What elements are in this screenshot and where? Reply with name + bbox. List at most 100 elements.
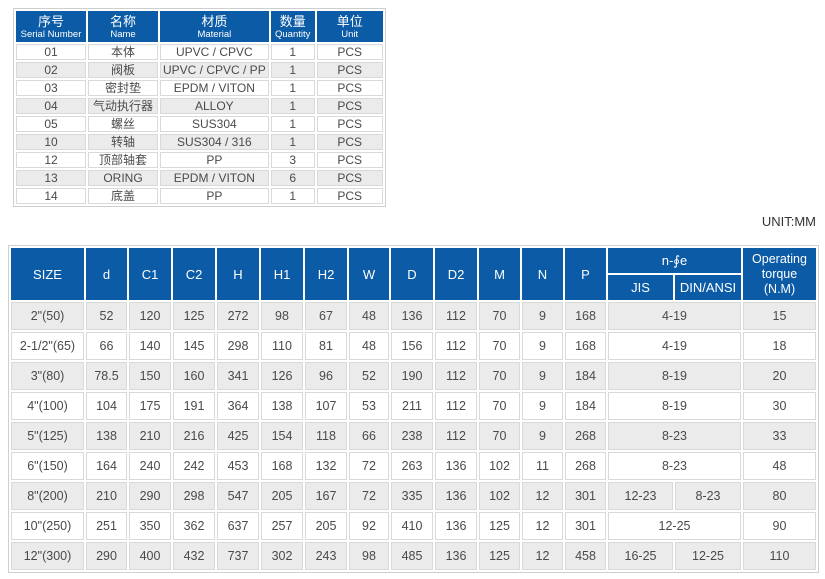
- value-cell: 11: [522, 452, 563, 480]
- value-cell: 210: [86, 482, 127, 510]
- torque-cell: 80: [743, 482, 816, 510]
- parts-col-material-cn: 材质: [201, 13, 228, 29]
- name-cell: 阀板: [88, 62, 158, 78]
- value-cell: 175: [129, 392, 171, 420]
- parts-col-quantity-en: Quantity: [275, 28, 311, 40]
- value-cell: 118: [305, 422, 347, 450]
- parts-table: 序号 Serial Number 名称 Name 材质 Material 数量 …: [13, 8, 386, 207]
- value-cell: 9: [522, 302, 563, 330]
- value-cell: 112: [435, 332, 477, 360]
- value-cell: 52: [86, 302, 127, 330]
- value-cell: 112: [435, 302, 477, 330]
- col-d: d: [86, 248, 127, 300]
- value-cell: 240: [129, 452, 171, 480]
- value-cell: 243: [305, 542, 347, 570]
- dims-row: 2"(50) 52 120 125 272 98 67 48 136 112 70 9 168 4-19 1…: [11, 302, 816, 330]
- value-cell: 298: [173, 482, 215, 510]
- col-d2: D2: [435, 248, 477, 300]
- value-cell: 72: [349, 482, 389, 510]
- serial-cell: 10: [16, 134, 86, 150]
- col-w: W: [349, 248, 389, 300]
- value-cell: 168: [565, 302, 606, 330]
- qty-cell: 6: [270, 170, 315, 186]
- dims-row: 2-1/2"(65) 66 140 145 298 110 81 48 156 112 70 9 168…: [11, 332, 816, 360]
- value-cell: 485: [391, 542, 433, 570]
- torque-cell: 20: [743, 362, 816, 390]
- torque-cell: 48: [743, 452, 816, 480]
- value-cell: 216: [173, 422, 215, 450]
- n-e-cell: 8-23: [608, 452, 741, 480]
- torque-cell: 15: [743, 302, 816, 330]
- value-cell: 210: [129, 422, 171, 450]
- material-cell: PP: [160, 152, 269, 168]
- qty-cell: 1: [270, 188, 315, 204]
- material-cell: SUS304 / 316: [160, 134, 269, 150]
- torque-cell: 33: [743, 422, 816, 450]
- value-cell: 164: [86, 452, 127, 480]
- value-cell: 132: [305, 452, 347, 480]
- value-cell: 70: [479, 302, 520, 330]
- value-cell: 341: [217, 362, 259, 390]
- n-e-cell: 12-25: [608, 512, 741, 540]
- size-cell: 12"(300): [11, 542, 84, 570]
- n-e-din-ansi-cell: 8-23: [675, 482, 741, 510]
- size-cell: 6"(150): [11, 452, 84, 480]
- value-cell: 125: [479, 512, 520, 540]
- col-h2: H2: [305, 248, 347, 300]
- serial-cell: 12: [16, 152, 86, 168]
- material-cell: SUS304: [160, 116, 269, 132]
- n-e-cell: 4-19: [608, 302, 741, 330]
- value-cell: 107: [305, 392, 347, 420]
- qty-cell: 1: [270, 134, 315, 150]
- value-cell: 136: [435, 482, 477, 510]
- parts-col-unit-en: Unit: [341, 28, 359, 40]
- dimensions-table-body: 2"(50) 52 120 125 272 98 67 48 136 112 70 9 168 4-19 1…: [11, 302, 816, 570]
- qty-cell: 1: [270, 80, 315, 96]
- n-e-cell: 4-19: [608, 332, 741, 360]
- size-cell: 10"(250): [11, 512, 84, 540]
- value-cell: 211: [391, 392, 433, 420]
- value-cell: 136: [435, 512, 477, 540]
- value-cell: 104: [86, 392, 127, 420]
- value-cell: 48: [349, 332, 389, 360]
- value-cell: 458: [565, 542, 606, 570]
- value-cell: 190: [391, 362, 433, 390]
- size-cell: 3"(80): [11, 362, 84, 390]
- parts-col-unit: 单位 Unit: [316, 11, 383, 42]
- value-cell: 272: [217, 302, 259, 330]
- value-cell: 112: [435, 422, 477, 450]
- size-cell: 5"(125): [11, 422, 84, 450]
- unit-cell: PCS: [316, 80, 383, 96]
- value-cell: 81: [305, 332, 347, 360]
- parts-col-material: 材质 Material: [160, 11, 269, 42]
- value-cell: 150: [129, 362, 171, 390]
- material-cell: PP: [160, 188, 269, 204]
- n-e-din-ansi-cell: 12-25: [675, 542, 741, 570]
- value-cell: 110: [261, 332, 303, 360]
- value-cell: 112: [435, 392, 477, 420]
- parts-col-serial-number: 序号 Serial Number: [16, 11, 86, 42]
- value-cell: 410: [391, 512, 433, 540]
- value-cell: 78.5: [86, 362, 127, 390]
- parts-table-header: 序号 Serial Number 名称 Name 材质 Material 数量 …: [16, 11, 383, 42]
- value-cell: 167: [305, 482, 347, 510]
- value-cell: 52: [349, 362, 389, 390]
- parts-row: 10 转轴 SUS304 / 316 1 PCS: [16, 134, 383, 150]
- value-cell: 138: [86, 422, 127, 450]
- value-cell: 9: [522, 362, 563, 390]
- parts-row: 12 顶部轴套 PP 3 PCS: [16, 152, 383, 168]
- value-cell: 301: [565, 512, 606, 540]
- value-cell: 67: [305, 302, 347, 330]
- qty-cell: 1: [270, 44, 315, 60]
- size-cell: 4"(100): [11, 392, 84, 420]
- unit-cell: PCS: [316, 44, 383, 60]
- value-cell: 290: [129, 482, 171, 510]
- value-cell: 9: [522, 392, 563, 420]
- value-cell: 547: [217, 482, 259, 510]
- dims-row: 12"(300) 290 400 432 737 302 243 98 485 136 125 12 4…: [11, 542, 816, 570]
- dims-row: 10"(250) 251 350 362 637 257 205 92 410 136 125 12 3…: [11, 512, 816, 540]
- parts-col-serial-number-cn: 序号: [37, 13, 64, 29]
- col-h: H: [217, 248, 259, 300]
- value-cell: 70: [479, 392, 520, 420]
- parts-row: 13 ORING EPDM / VITON 6 PCS: [16, 170, 383, 186]
